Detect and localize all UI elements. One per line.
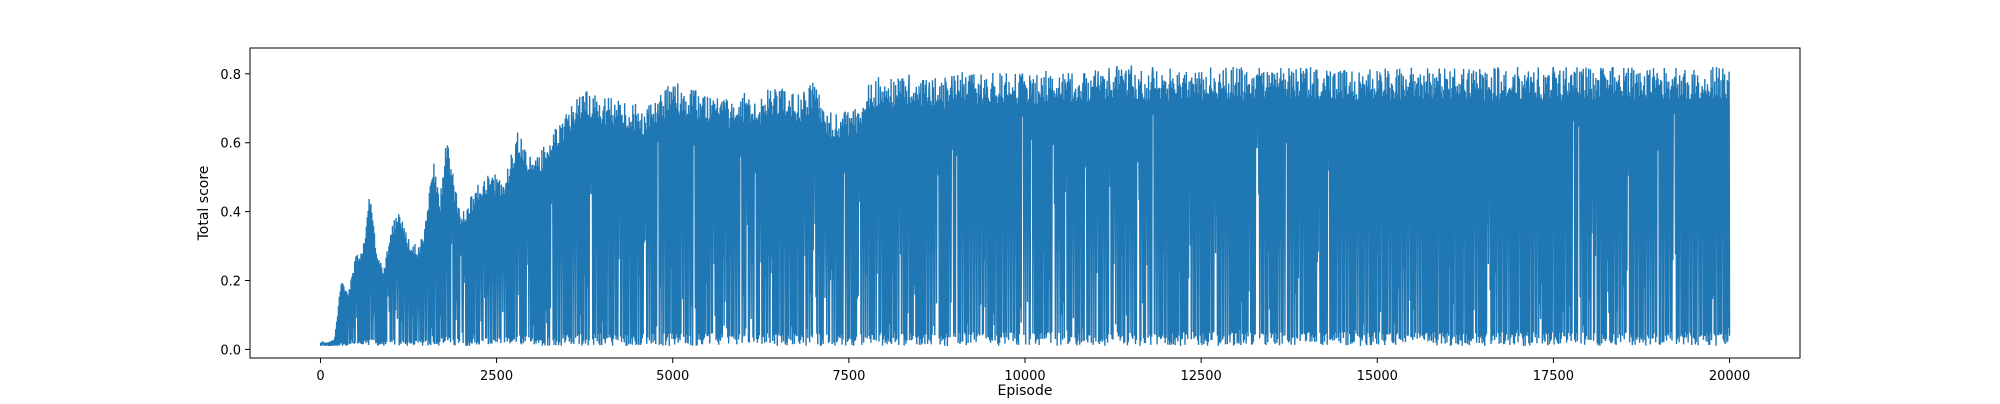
x-tick-label: 12500 (1180, 369, 1221, 384)
series-line-0 (319, 65, 1731, 346)
x-axis-label: Episode (998, 383, 1053, 399)
y-axis-label: Total score (196, 166, 212, 242)
x-tick-label: 2500 (480, 369, 513, 384)
y-tick-label: 0.4 (220, 206, 241, 221)
x-axis-ticks: 0 2500 5000 7500 10000 12500 15000 17500 20000 (316, 358, 1750, 384)
y-tick-label: 0.0 (220, 343, 241, 358)
y-axis-ticks: 0.0 0.2 0.4 0.6 0.8 (220, 68, 250, 358)
x-tick-label: 0 (316, 369, 324, 384)
y-tick-label: 0.6 (220, 137, 241, 152)
x-tick-label: 20000 (1709, 369, 1750, 384)
x-tick-label: 5000 (656, 369, 689, 384)
series-layer (319, 65, 1731, 346)
x-tick-label: 7500 (832, 369, 865, 384)
x-tick-label: 10000 (1004, 369, 1045, 384)
x-tick-label: 17500 (1533, 369, 1574, 384)
x-tick-label: 15000 (1357, 369, 1398, 384)
y-tick-label: 0.2 (220, 275, 241, 290)
y-tick-label: 0.8 (220, 68, 241, 83)
